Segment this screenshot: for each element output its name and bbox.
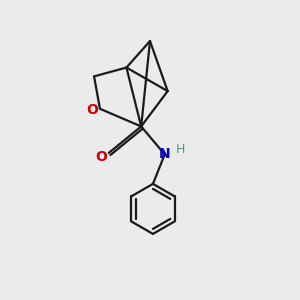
Text: H: H [176,143,186,157]
Text: O: O [95,150,107,164]
Text: O: O [87,103,98,117]
Text: N: N [159,147,170,161]
